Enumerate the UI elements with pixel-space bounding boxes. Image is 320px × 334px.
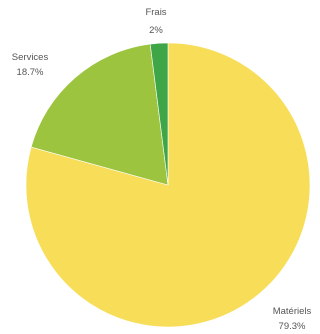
slice-label-materiels-name: Matériels [273, 306, 312, 317]
pie-slice-frais [149, 42, 169, 186]
slice-label-frais-name: Frais [145, 7, 166, 18]
slice-label-services-name: Services [12, 52, 49, 63]
slice-label-services-value: 18.7% [17, 67, 44, 78]
pie-slice-services [30, 43, 169, 186]
slice-label-materiels-value: 79.3% [279, 321, 306, 332]
pie-slice-materiels [25, 42, 311, 328]
slice-label-frais-value: 2% [149, 25, 163, 36]
pie-slices [25, 42, 311, 328]
